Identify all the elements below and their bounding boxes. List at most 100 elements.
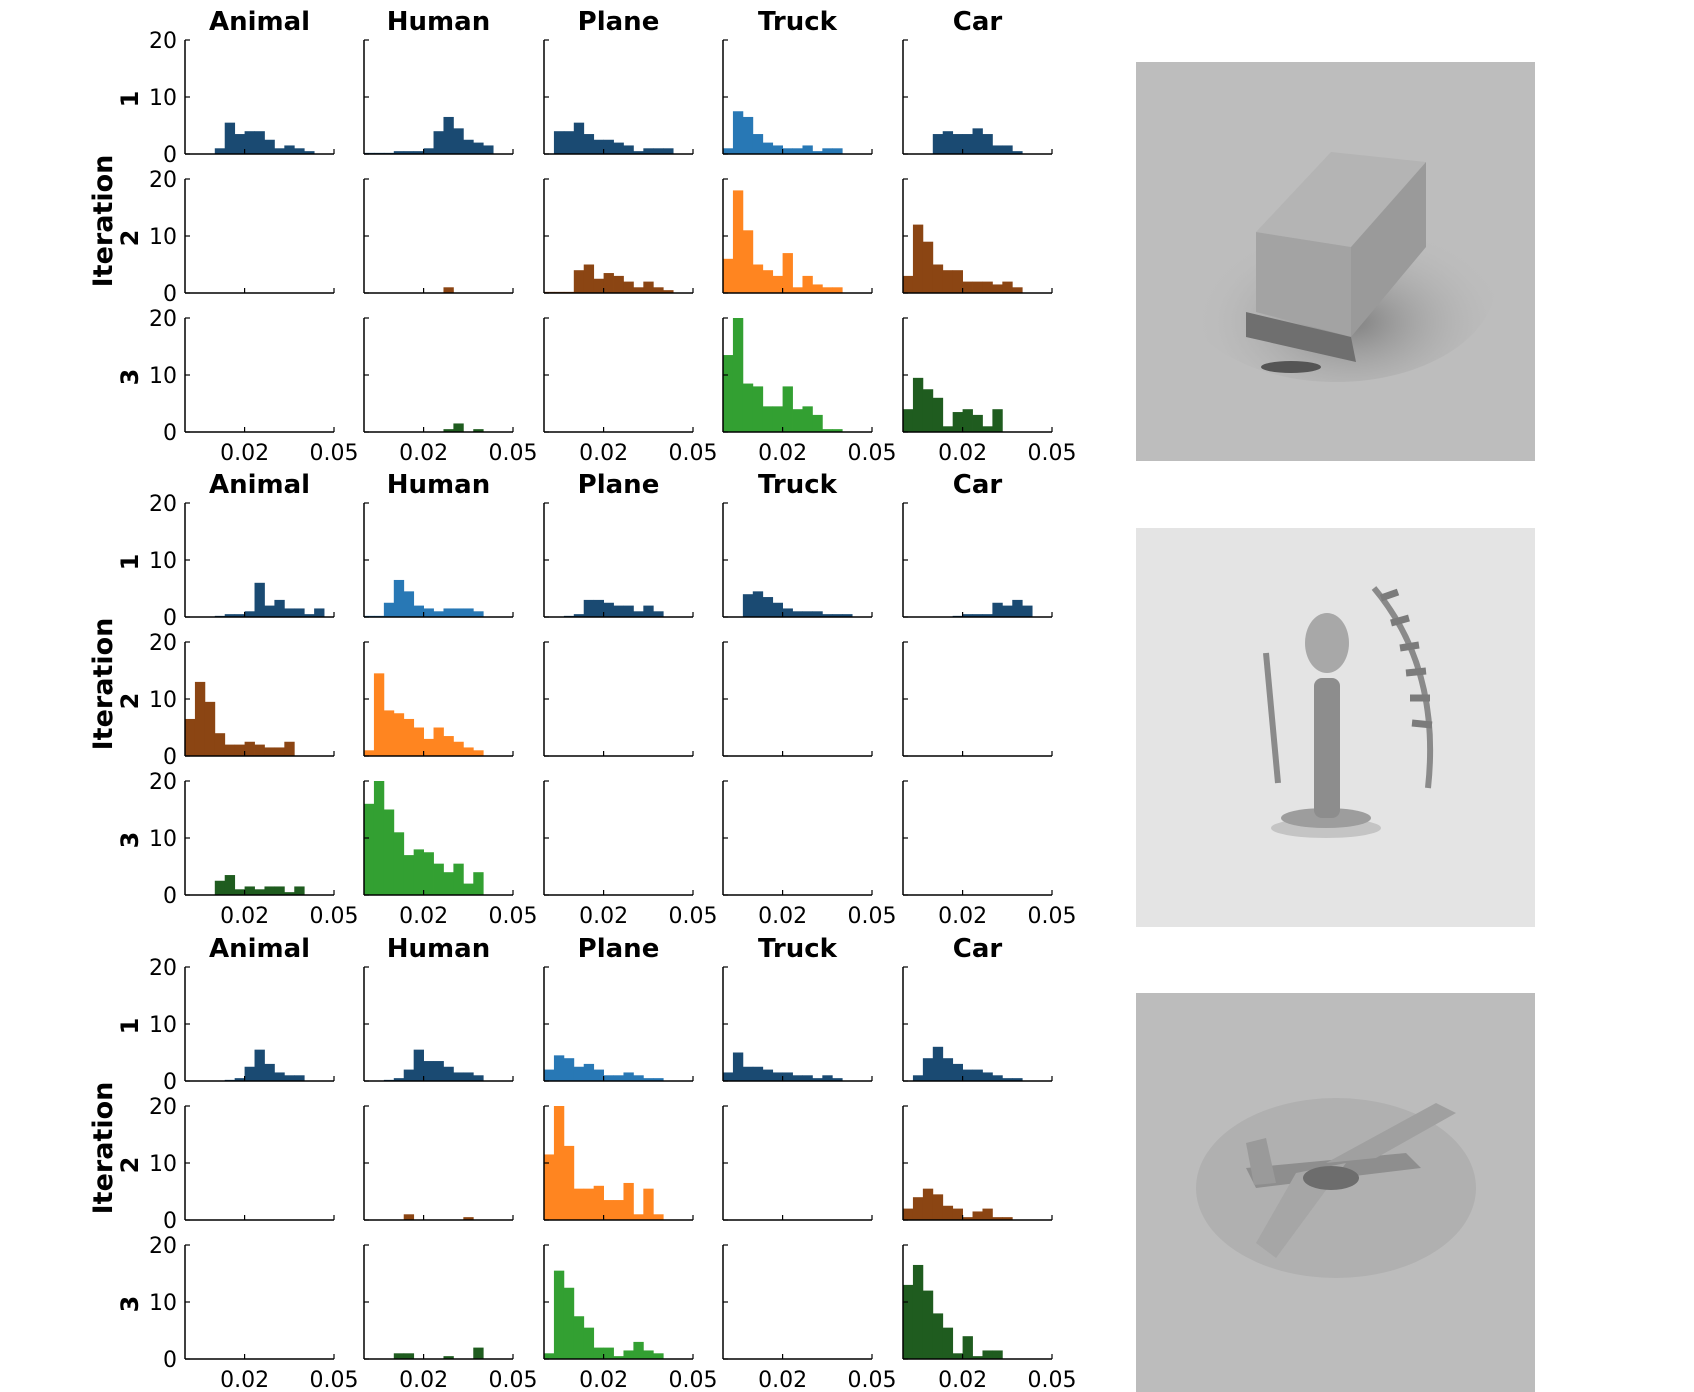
histogram-bar (573, 1316, 585, 1359)
histogram-bar (772, 275, 783, 293)
histogram-panel: 0.02 0.05 (543, 317, 718, 466)
histogram-bar (772, 406, 783, 432)
histogram-panel: 0.02 0.05 (543, 780, 717, 929)
histogram-bar (234, 744, 245, 756)
histogram-panel: 0 10 20 (149, 29, 335, 168)
histogram-bar (772, 145, 783, 154)
histogram-bar (832, 614, 843, 617)
histogram-bar (952, 270, 963, 293)
histogram-bar (723, 355, 734, 432)
histogram-bar (563, 1287, 575, 1359)
y-tick-label: 0 (163, 745, 177, 770)
histogram-panel: 0 10 20 (149, 1095, 335, 1234)
histogram-bar (643, 281, 654, 293)
histogram-bar (802, 406, 813, 432)
histogram-panel (363, 1105, 514, 1221)
x-tick-label: 0.02 (938, 904, 987, 929)
histogram-bar (762, 597, 774, 617)
histogram-panel: 0 10 20 (149, 168, 335, 307)
x-tick-label: 0.02 (399, 904, 448, 929)
histogram-bar (723, 258, 734, 293)
histogram-bar (463, 1217, 474, 1220)
histogram-bar (982, 134, 993, 154)
histogram-bar (603, 602, 614, 617)
histogram-bar (553, 1270, 565, 1359)
y-tick-label: 0 (163, 143, 177, 168)
histogram-panel (543, 178, 694, 294)
histogram-bar (603, 139, 614, 154)
histogram-bar (453, 741, 464, 756)
histogram-bar (483, 145, 494, 154)
histogram-bar (623, 1182, 634, 1220)
histogram-bar (544, 1069, 555, 1081)
histogram-bar (653, 1353, 664, 1359)
histogram-panel (722, 502, 873, 618)
histogram-bar (972, 1069, 983, 1081)
histogram-panel: 0.02 0.05 (902, 1244, 1076, 1392)
histogram-bar (952, 412, 963, 432)
column-title: Truck (758, 934, 838, 964)
histogram-bar (443, 1066, 454, 1081)
toy-airplane-photo (1136, 993, 1535, 1392)
histogram-bar (922, 389, 934, 432)
histogram-bar (423, 1061, 434, 1081)
histogram-bar (443, 872, 454, 895)
histogram-bar (573, 122, 585, 154)
y-tick-label: 20 (149, 168, 177, 193)
x-tick-label: 0.02 (579, 441, 628, 466)
x-tick-label: 0.02 (938, 441, 987, 466)
x-tick-label: 0.05 (669, 441, 718, 466)
histogram-bar (842, 614, 853, 617)
histogram-bar (284, 145, 295, 154)
histogram-bar (802, 611, 813, 617)
histogram-bar (972, 1356, 983, 1359)
y-tick-label: 10 (149, 1013, 177, 1038)
histogram-bar (922, 1188, 934, 1220)
histogram-panel: 0 10 20 (149, 492, 335, 631)
x-tick-label: 0.05 (848, 904, 897, 929)
histogram-bar (752, 264, 764, 293)
y-tick-label: 0 (163, 884, 177, 909)
histogram-bar (932, 1046, 944, 1081)
y-tick-label: 0 (163, 421, 177, 446)
histogram-bar (792, 611, 803, 617)
histogram-bar (653, 611, 664, 617)
histogram-bar (832, 148, 843, 154)
histogram-bar (732, 318, 744, 432)
histogram-bar (294, 886, 305, 895)
row-label: 1 (116, 554, 144, 571)
histogram-bar (463, 1072, 474, 1081)
histogram-bar (264, 886, 275, 895)
histogram-bar (992, 1350, 1003, 1359)
histogram-bar (224, 122, 236, 154)
histogram-bar (812, 151, 823, 154)
histogram-bar (992, 409, 1003, 432)
histogram-bar (792, 409, 803, 432)
histogram-bar (623, 1072, 634, 1081)
histogram-bar (613, 605, 624, 617)
histogram-bar (932, 397, 944, 432)
histogram-panel: 0.02 0.05 (722, 780, 897, 929)
y-tick-label: 20 (149, 631, 177, 656)
histogram-bar (544, 1154, 555, 1220)
histogram-panel: 0 10 20 0.02 0.05 (149, 1234, 358, 1392)
histogram-bar (573, 1066, 585, 1081)
histogram-bar (423, 852, 434, 895)
histogram-bar (752, 134, 764, 154)
histogram-bar (623, 605, 634, 617)
histogram-bar (583, 264, 595, 293)
histogram-bar (284, 741, 295, 756)
histogram-bar (254, 582, 265, 617)
histogram-bar (643, 148, 654, 154)
histogram-bar (443, 608, 454, 617)
histogram-bar (413, 605, 424, 617)
histogram-bar (244, 611, 255, 617)
row-label: 1 (116, 1018, 144, 1035)
histogram-bar (962, 1069, 973, 1081)
histogram-bar (992, 1217, 1003, 1220)
histogram-bar (812, 611, 823, 617)
column-title: Plane (578, 470, 660, 500)
histogram-bar (473, 1347, 484, 1359)
histogram-bar (812, 284, 823, 293)
